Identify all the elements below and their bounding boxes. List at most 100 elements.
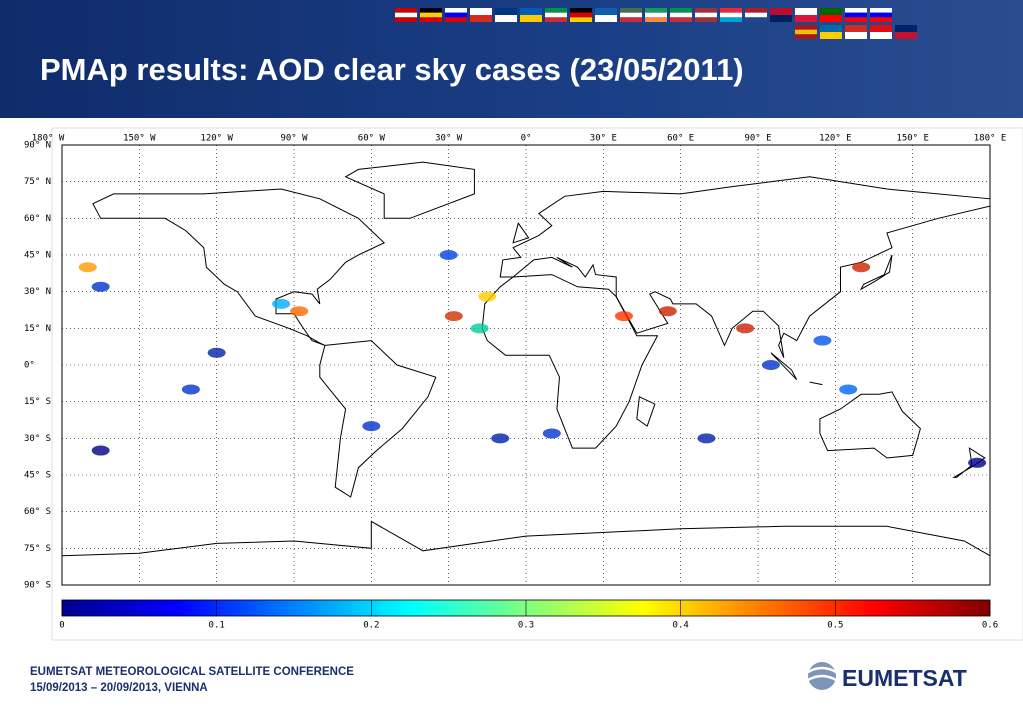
aerosol-patch	[272, 298, 291, 309]
coastline	[319, 340, 437, 498]
flag-stripe	[745, 8, 767, 13]
flag-stripe	[595, 8, 617, 15]
aerosol-patch	[78, 262, 97, 273]
aerosol-patch	[813, 335, 832, 346]
flag-stripe	[545, 8, 567, 13]
flag-stripe	[420, 8, 442, 13]
flag-stripe	[795, 15, 817, 22]
flag-stripe	[670, 12, 692, 18]
lon-tick-label: 90° W	[280, 134, 308, 144]
coastline	[92, 188, 386, 346]
logo: EUMETSAT	[807, 662, 967, 691]
flag-stripe	[870, 25, 892, 32]
colorbar-tick-label: 0.2	[363, 621, 379, 631]
flag-stripe	[420, 17, 442, 22]
map-frame	[61, 144, 991, 586]
coastline	[481, 274, 659, 449]
lat-tick-label: 75° N	[24, 177, 51, 187]
flag-stripe	[820, 15, 842, 22]
aerosol-patch	[736, 323, 755, 334]
flag-stripe	[470, 8, 492, 15]
footer-conference: EUMETSAT METEOROLOGICAL SATELLITE CONFER…	[30, 666, 354, 678]
lat-tick-label: 15° N	[24, 324, 51, 334]
logo-text: EUMETSAT	[842, 665, 967, 691]
flag-stripe	[820, 8, 842, 15]
flag-stripe	[795, 29, 817, 35]
lon-tick-label: 150° W	[123, 134, 156, 144]
flag-stripe	[545, 12, 567, 18]
aerosol-patch	[91, 445, 110, 456]
logo-swoosh	[807, 666, 837, 682]
flag-stripe	[670, 17, 692, 22]
flag-stripe	[395, 12, 417, 18]
flag-stripe	[720, 17, 742, 22]
aerosol-patch	[181, 384, 200, 395]
aerosol-patch	[290, 306, 309, 317]
colorbar-tick-label: 0	[59, 621, 64, 631]
flag-stripe	[570, 8, 592, 13]
flag-stripe	[670, 8, 692, 13]
flag-stripe	[620, 12, 642, 18]
aerosol-patch	[439, 250, 458, 260]
lat-tick-label: 75° S	[24, 544, 51, 554]
flag-stripe	[870, 32, 892, 39]
flag-stripe	[870, 17, 892, 22]
flag-stripe	[445, 12, 467, 18]
flag-stripe	[870, 8, 892, 13]
flags	[395, 8, 917, 39]
aerosol-patch	[491, 433, 510, 444]
flag-stripe	[795, 8, 817, 15]
lon-tick-label: 30° E	[590, 134, 617, 144]
flag-stripe	[895, 32, 917, 39]
flag-stripe	[520, 15, 542, 22]
lon-tick-label: 150° E	[896, 134, 929, 144]
aerosol-patch	[444, 311, 463, 322]
coastline	[770, 352, 798, 381]
flag-stripe	[845, 12, 867, 18]
coastline	[344, 161, 475, 219]
flag-stripe	[795, 34, 817, 39]
flag-stripe	[395, 8, 417, 13]
flag-stripe	[770, 8, 792, 15]
flag-stripe	[570, 12, 592, 18]
flag-stripe	[470, 15, 492, 22]
aerosol-patch	[852, 262, 871, 273]
flag-stripe	[870, 12, 892, 18]
flag-stripe	[595, 15, 617, 22]
coastline	[499, 176, 991, 358]
aerosol-patch	[91, 281, 110, 292]
lon-tick-label: 90° E	[744, 134, 771, 144]
flag-stripe	[645, 8, 667, 13]
flag-stripe	[695, 17, 717, 22]
flag-stripe	[820, 32, 842, 39]
colorbar-tick-label: 0.4	[673, 621, 689, 631]
aerosol-patch	[697, 433, 716, 444]
lon-tick-label: 60° W	[358, 134, 386, 144]
coastline	[859, 254, 893, 291]
lon-tick-label: 0°	[521, 134, 532, 144]
flag-stripe	[645, 12, 667, 18]
flag-stripe	[395, 17, 417, 22]
lon-tick-label: 60° E	[667, 134, 694, 144]
lon-tick-label: 120° W	[200, 134, 233, 144]
coastline	[636, 396, 656, 427]
lat-tick-label: 30° N	[24, 287, 51, 297]
map: 180° W 150° W 120° W 90° W 60° W 30° W 0° 30° E…	[24, 134, 1006, 631]
flag-stripe	[520, 8, 542, 15]
map-panel	[51, 127, 1023, 641]
flag-stripe	[695, 12, 717, 18]
flag-stripe	[795, 25, 817, 30]
flag-stripe	[770, 15, 792, 22]
flag-stripe	[845, 17, 867, 22]
aerosol-patch	[614, 311, 633, 322]
lat-tick-label: 90° N	[24, 141, 51, 151]
colorbar-tick-label: 0.1	[209, 621, 225, 631]
flag-stripe	[845, 25, 867, 32]
flag-stripe	[620, 17, 642, 22]
colorbar-tick-label: 0.6	[982, 621, 998, 631]
flag-stripe	[720, 8, 742, 13]
flag-stripe	[895, 25, 917, 32]
flag-stripe	[645, 17, 667, 22]
flag-stripe	[545, 17, 567, 22]
